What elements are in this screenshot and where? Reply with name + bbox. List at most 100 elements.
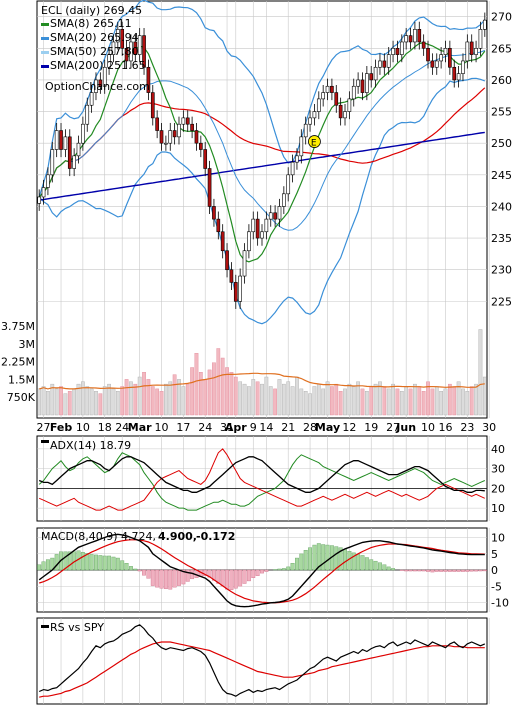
- macd-histogram-bar: [356, 554, 361, 571]
- volume-bar: [164, 383, 168, 416]
- rs-legend-swatch: [41, 625, 49, 628]
- rs-panel-frame: [36, 617, 488, 705]
- volume-bar: [312, 386, 317, 416]
- candle-body: [443, 47, 448, 55]
- macd-histogram-bar: [378, 562, 382, 571]
- volume-bar: [434, 386, 439, 416]
- date-tick-label: Feb: [50, 421, 73, 434]
- candle-body: [212, 206, 216, 220]
- volume-bar: [330, 386, 334, 416]
- candle-body: [378, 60, 382, 68]
- macd-histogram-bar: [233, 569, 238, 589]
- candle-body: [321, 92, 325, 100]
- volume-bar: [115, 391, 120, 416]
- macd-histogram-bar: [142, 569, 146, 576]
- candle-body: [194, 130, 199, 144]
- candle-body: [164, 142, 168, 145]
- candle-body: [41, 187, 46, 198]
- candle-body: [233, 282, 238, 302]
- volume-bar: [190, 367, 194, 416]
- date-tick-label: May: [315, 421, 340, 434]
- macd-histogram-bar: [260, 569, 264, 574]
- volume-bar: [72, 388, 76, 416]
- volume-bar: [465, 391, 470, 416]
- volume-bar: [338, 391, 343, 416]
- price-tick-label: 240: [491, 200, 512, 213]
- volume-tick-label: 3.75M: [1, 320, 35, 333]
- volume-bar: [50, 383, 55, 416]
- volume-bar: [452, 386, 457, 416]
- macd-histogram-bar: [163, 569, 168, 589]
- macd-histogram-bar: [286, 566, 291, 571]
- candle-body: [373, 66, 378, 81]
- candle-body: [482, 19, 487, 30]
- candle-body: [172, 130, 177, 138]
- macd-histogram-bar: [80, 552, 85, 571]
- volume-bar: [395, 388, 400, 416]
- volume-bar: [46, 391, 50, 416]
- candle-body: [439, 54, 443, 62]
- date-tick-label: 27: [37, 421, 51, 434]
- price-tick-label: 225: [491, 295, 512, 308]
- volume-bar: [198, 372, 203, 416]
- volume-bar: [356, 381, 360, 416]
- date-tick-label: 12: [342, 421, 356, 434]
- volume-bar: [308, 393, 312, 416]
- macd-histogram-bar: [124, 563, 129, 571]
- macd-histogram-bar: [45, 559, 50, 571]
- volume-bar: [321, 388, 326, 416]
- date-tick-label: Mar: [128, 421, 152, 434]
- macd-histogram-bar: [382, 564, 387, 571]
- candle-body: [343, 111, 347, 119]
- volume-bar: [255, 381, 260, 416]
- sma-20-line: [38, 49, 485, 231]
- candle-body: [277, 206, 282, 220]
- macd-histogram-bar: [115, 557, 120, 571]
- candle-body: [264, 218, 269, 233]
- candle-body: [448, 47, 452, 68]
- macd-histogram-bar: [264, 569, 269, 572]
- candle-body: [50, 149, 55, 176]
- rs-average-line: [39, 641, 485, 698]
- volume-bar: [242, 383, 247, 416]
- macd-panel-tick-label: -5: [491, 580, 502, 593]
- macd-hist-label: -0.172: [196, 530, 235, 543]
- candle-body: [238, 275, 242, 302]
- candle-body: [111, 41, 116, 55]
- volume-bar: [185, 383, 190, 416]
- volume-bar: [59, 386, 63, 416]
- date-tick-label: 16: [438, 421, 452, 434]
- candle-body: [115, 29, 120, 43]
- volume-bar: [360, 388, 365, 416]
- macd-histogram-bar: [177, 569, 181, 586]
- date-tick-label: 28: [303, 421, 317, 434]
- date-tick-label: 17: [176, 421, 190, 434]
- bollinger-lower-band: [38, 77, 486, 325]
- macd-histogram-bar: [478, 569, 483, 572]
- volume-bar: [399, 391, 404, 416]
- candle-body: [386, 54, 391, 68]
- macd-histogram-bar: [434, 569, 439, 572]
- macd-histogram-bar: [150, 569, 155, 586]
- volume-bar: [229, 372, 234, 416]
- macd-histogram-bar: [369, 559, 374, 571]
- candle-body: [365, 73, 369, 93]
- date-tick-label: 19: [364, 421, 378, 434]
- candle-body: [465, 41, 470, 62]
- price-chart-title: ECL (daily) 269.45: [41, 4, 142, 17]
- volume-bar: [54, 388, 59, 416]
- price-tick-label: 260: [491, 74, 512, 87]
- candle-body: [290, 161, 295, 176]
- candle-body: [216, 218, 221, 233]
- volume-bar: [303, 391, 308, 416]
- adx-title: ADX(14) 18.79: [50, 439, 131, 452]
- candle-body: [124, 47, 129, 62]
- macd-histogram-bar: [426, 569, 430, 572]
- candle-body: [94, 79, 98, 93]
- macd-histogram-bar: [343, 549, 347, 571]
- date-tick-label: 27: [386, 421, 400, 434]
- volume-average-line: [39, 372, 485, 390]
- macd-histogram-bar: [456, 569, 461, 572]
- volume-bar: [316, 383, 321, 416]
- legend-swatch: [41, 51, 49, 54]
